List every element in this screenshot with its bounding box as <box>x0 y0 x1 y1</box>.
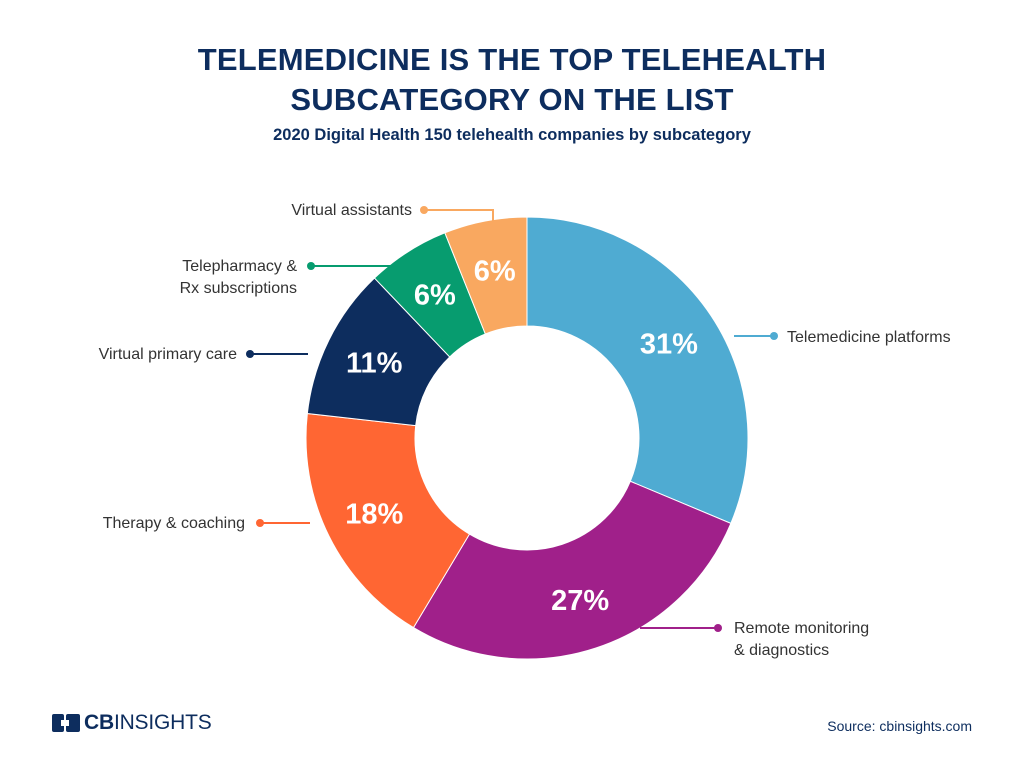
slice-telemedicine-platforms <box>526 216 749 525</box>
percent-label-virtual-assistants: 6% <box>474 256 516 288</box>
category-labels: Telemedicine platforms Remote monitoring &… <box>99 202 951 659</box>
percent-labels: 31% 27% 18% 11% 6% 6% <box>345 256 698 617</box>
percent-label-telemedicine-platforms: 31% <box>640 329 698 361</box>
chart-title: TELEMEDICINE IS THE TOP TELEHEALTH SUBCA… <box>0 40 1024 120</box>
chart-title-line-2: SUBCATEGORY ON THE LIST <box>290 82 734 117</box>
category-label-virtual-assistants: Virtual assistants <box>291 202 412 219</box>
chart-title-line-1: TELEMEDICINE IS THE TOP TELEHEALTH <box>197 42 827 77</box>
leader-dot-therapy-and-coaching <box>256 519 264 527</box>
category-label-virtual-primary-care: Virtual primary care <box>99 346 238 363</box>
leader-dot-virtual-primary-care <box>246 350 254 358</box>
category-label-telemedicine-platforms: Telemedicine platforms <box>787 329 951 346</box>
leader-lines <box>246 206 778 632</box>
cb-insights-logo-icon <box>52 714 80 732</box>
leader-dot-remote-monitoring-and-diagnostics <box>714 624 722 632</box>
leader-dot-virtual-assistants <box>420 206 428 214</box>
donut-slices <box>305 216 749 660</box>
cb-insights-logo: CBINSIGHTS <box>52 711 212 735</box>
leader-dot-telepharmacy-and-rx-subscriptions <box>307 262 315 270</box>
slice-virtual-assistants <box>444 216 528 335</box>
cb-insights-logo-text: CBINSIGHTS <box>84 711 212 734</box>
chart-subtitle: 2020 Digital Health 150 telehealth compa… <box>273 126 751 144</box>
category-label-remote-monitoring-and-diagnostics: Remote monitoring & diagnostics <box>734 620 869 659</box>
category-label-therapy-and-coaching: Therapy & coaching <box>103 515 245 532</box>
leader-line-virtual-assistants <box>424 209 494 226</box>
category-label-telepharmacy-and-rx-subscriptions: Telepharmacy & Rx subscriptions <box>180 258 298 297</box>
percent-label-virtual-primary-care: 11% <box>346 347 403 379</box>
percent-label-remote-monitoring-and-diagnostics: 27% <box>551 585 609 617</box>
percent-label-therapy-and-coaching: 18% <box>345 499 403 531</box>
source-credit: Source: cbinsights.com <box>827 718 972 734</box>
slice-remote-monitoring-and-diagnostics <box>412 480 732 660</box>
percent-label-telepharmacy-and-rx-subscriptions: 6% <box>414 280 456 312</box>
leader-dot-telemedicine-platforms <box>770 332 778 340</box>
slice-therapy-and-coaching <box>305 412 471 629</box>
